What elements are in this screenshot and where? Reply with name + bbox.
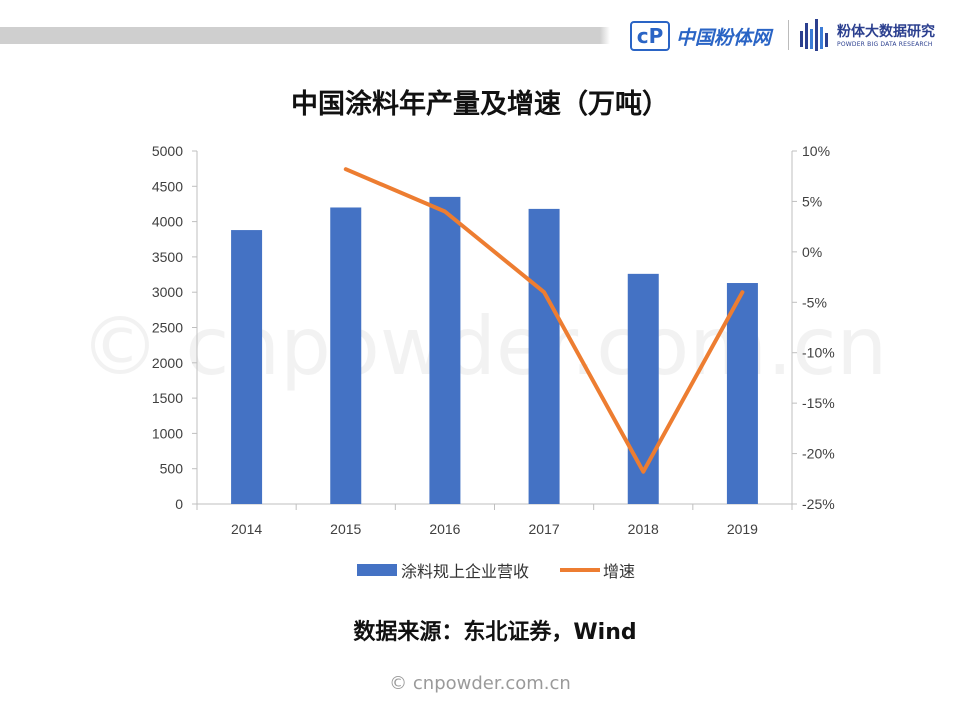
y-right-tick-label: -10% [802,345,835,361]
y-left-tick-label: 1000 [152,425,183,441]
x-tick-label: 2018 [628,521,659,537]
y-right-tick-label: -25% [802,496,835,512]
bigdata-logo-subtitle: POWDER BIG DATA RESEARCH [837,40,933,48]
y-left-tick-label: 2000 [152,355,183,371]
y-right-tick-label: 0% [802,244,822,260]
y-left-tick-label: 500 [160,461,184,477]
bigdata-logo-title: 粉体大数据研究 [837,23,935,40]
bar-chart-logo-icon [800,19,828,51]
x-tick-label: 2016 [429,521,460,537]
y-left-tick-label: 3000 [152,284,183,300]
powder-bigdata-logo: 粉体大数据研究 POWDER BIG DATA RESEARCH [800,16,935,56]
y-right-tick-label: 10% [802,143,830,159]
y-right-tick-label: -20% [802,446,835,462]
y-left-tick-label: 4000 [152,214,183,230]
header-bar-fade [600,27,610,44]
x-tick-label: 2014 [231,521,262,537]
x-tick-label: 2017 [529,521,560,537]
y-left-tick-label: 4500 [152,178,183,194]
footer-copyright: © cnpowder.com.cn [389,673,571,694]
y-right-tick-label: -15% [802,395,835,411]
cp-logo-icon: cP [630,21,670,51]
bar [528,208,560,504]
bar [726,283,758,504]
y-left-tick-label: 0 [175,496,183,512]
y-left-tick-label: 1500 [152,390,183,406]
bar [330,207,362,505]
y-left-tick-label: 2500 [152,320,183,336]
header-bar [0,27,600,44]
x-tick-label: 2019 [727,521,758,537]
x-tick-label: 2015 [330,521,361,537]
y-right-tick-label: -5% [802,294,827,310]
chart-title: 中国涂料年产量及增速（万吨） [291,89,669,120]
y-right-tick-label: 5% [802,193,822,209]
cnpowder-logo: cP 中国粉体网 [630,16,771,56]
legend-label-bar: 涂料规上企业营收 [401,562,529,581]
bar [231,230,263,504]
y-left-tick-label: 5000 [152,143,183,159]
logo-divider [788,20,789,50]
bar [627,273,659,504]
legend-swatch-bar [357,564,397,576]
y-left-tick-label: 3500 [152,249,183,265]
growth-line [343,167,745,474]
data-source: 数据来源：东北证券，Wind [353,620,637,645]
bar [429,196,461,504]
legend-label-line: 增速 [603,562,635,581]
cnpowder-logo-text: 中国粉体网 [676,26,772,49]
